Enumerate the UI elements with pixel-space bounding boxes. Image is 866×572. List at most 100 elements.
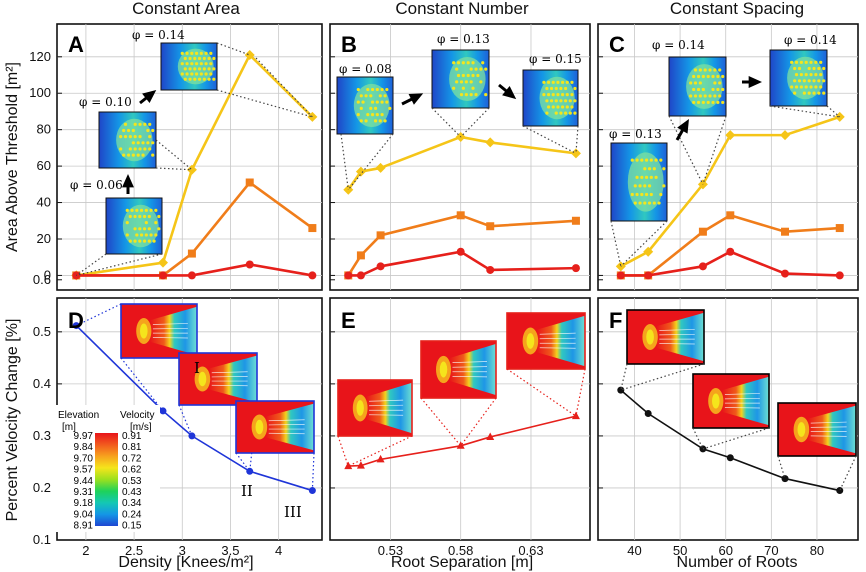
root-dot — [484, 68, 487, 71]
root-dot — [119, 135, 122, 138]
root-dot — [697, 101, 700, 104]
legend-elevation-value: 9.44 — [74, 476, 94, 487]
root-dot — [697, 75, 700, 78]
root-dot — [126, 233, 129, 236]
root-dot — [200, 62, 203, 65]
root-dot — [559, 99, 562, 102]
root-dot — [471, 87, 474, 90]
root-dot — [145, 221, 148, 224]
root-dot — [130, 209, 133, 212]
panel-letter-d: D — [68, 308, 84, 333]
root-dot — [650, 176, 653, 179]
root-dot — [570, 93, 573, 96]
root-dot — [808, 67, 811, 70]
root-dot — [457, 74, 460, 77]
root-dot — [357, 113, 360, 116]
root-dot — [798, 67, 801, 70]
root-dot — [718, 94, 721, 97]
root-dot — [369, 94, 372, 97]
data-point-black — [645, 410, 652, 417]
root-dot — [694, 68, 697, 71]
y-tick-label: 0.4 — [33, 376, 51, 391]
root-dot — [704, 68, 707, 71]
root-dot — [204, 52, 207, 55]
root-dot — [662, 167, 665, 170]
legend-velocity-value: 0.91 — [122, 431, 142, 442]
panel-letter-e: E — [341, 308, 356, 333]
root-dot — [566, 81, 569, 84]
root-dot — [550, 99, 553, 102]
root-dot — [470, 68, 473, 71]
root-dot — [699, 68, 702, 71]
x-tick-label: 80 — [810, 543, 824, 558]
root-dot — [188, 78, 191, 81]
root-dot — [376, 113, 379, 116]
root-dot — [635, 159, 638, 162]
root-dot — [699, 81, 702, 84]
legend-elevation-title: Elevation — [58, 410, 99, 421]
y-tick-label: 100 — [29, 85, 51, 100]
root-dot — [654, 176, 657, 179]
data-point-orange — [836, 224, 844, 232]
data-point-red — [572, 264, 580, 272]
root-dot — [694, 81, 697, 84]
root-dot — [371, 100, 374, 103]
data-point-red — [617, 271, 625, 279]
root-dot — [635, 193, 638, 196]
root-dot — [635, 176, 638, 179]
root-dot — [462, 61, 465, 64]
root-dot — [808, 79, 811, 82]
root-dot — [814, 73, 817, 76]
root-dot — [812, 67, 815, 70]
legend-elevation-value: 8.91 — [74, 521, 94, 532]
root-dot — [129, 240, 132, 243]
root-dot — [148, 227, 151, 230]
root-dot — [138, 240, 141, 243]
root-dot — [814, 85, 817, 88]
data-point-red — [188, 271, 196, 279]
root-dot — [152, 240, 155, 243]
root-dot — [193, 78, 196, 81]
root-dot — [126, 221, 129, 224]
x-tick-label: 70 — [764, 543, 778, 558]
root-dot — [360, 94, 363, 97]
panel-letter-f: F — [609, 308, 622, 333]
root-dot — [209, 72, 212, 75]
data-point-orange — [486, 222, 494, 230]
root-dot — [200, 72, 203, 75]
root-dot — [193, 67, 196, 70]
root-dot — [555, 99, 558, 102]
root-dot — [547, 81, 550, 84]
root-dot — [481, 61, 484, 64]
root-dot — [707, 75, 710, 78]
root-dot — [207, 67, 210, 70]
root-dot — [200, 52, 203, 55]
root-dot — [198, 78, 201, 81]
phi-label-c-2: φ = 0.14 — [652, 38, 705, 52]
data-point-red — [246, 260, 254, 268]
legend-velocity-value: 0.81 — [122, 442, 142, 453]
root-dot — [702, 75, 705, 78]
root-dot — [474, 93, 477, 96]
root-dot — [357, 88, 360, 91]
y-tick-label: 0.6 — [33, 272, 51, 287]
panel-letter-b: B — [341, 32, 357, 57]
root-dot — [689, 81, 692, 84]
root-dot — [707, 101, 710, 104]
legend-velocity-value: 0.72 — [122, 453, 142, 464]
root-dot — [542, 81, 545, 84]
root-dot — [190, 72, 193, 75]
root-dot — [209, 62, 212, 65]
root-dot — [643, 201, 646, 204]
phi-label-a-1: φ = 0.06 — [70, 178, 123, 192]
x-tick-label: 0.58 — [448, 543, 473, 558]
root-dot — [195, 52, 198, 55]
data-point-orange — [457, 211, 465, 219]
velocity-inset-core — [140, 323, 148, 338]
root-dot — [188, 57, 191, 60]
root-dot — [204, 62, 207, 65]
root-dot — [465, 80, 468, 83]
root-dot — [542, 93, 545, 96]
root-dot — [809, 85, 812, 88]
root-dot — [148, 147, 151, 150]
